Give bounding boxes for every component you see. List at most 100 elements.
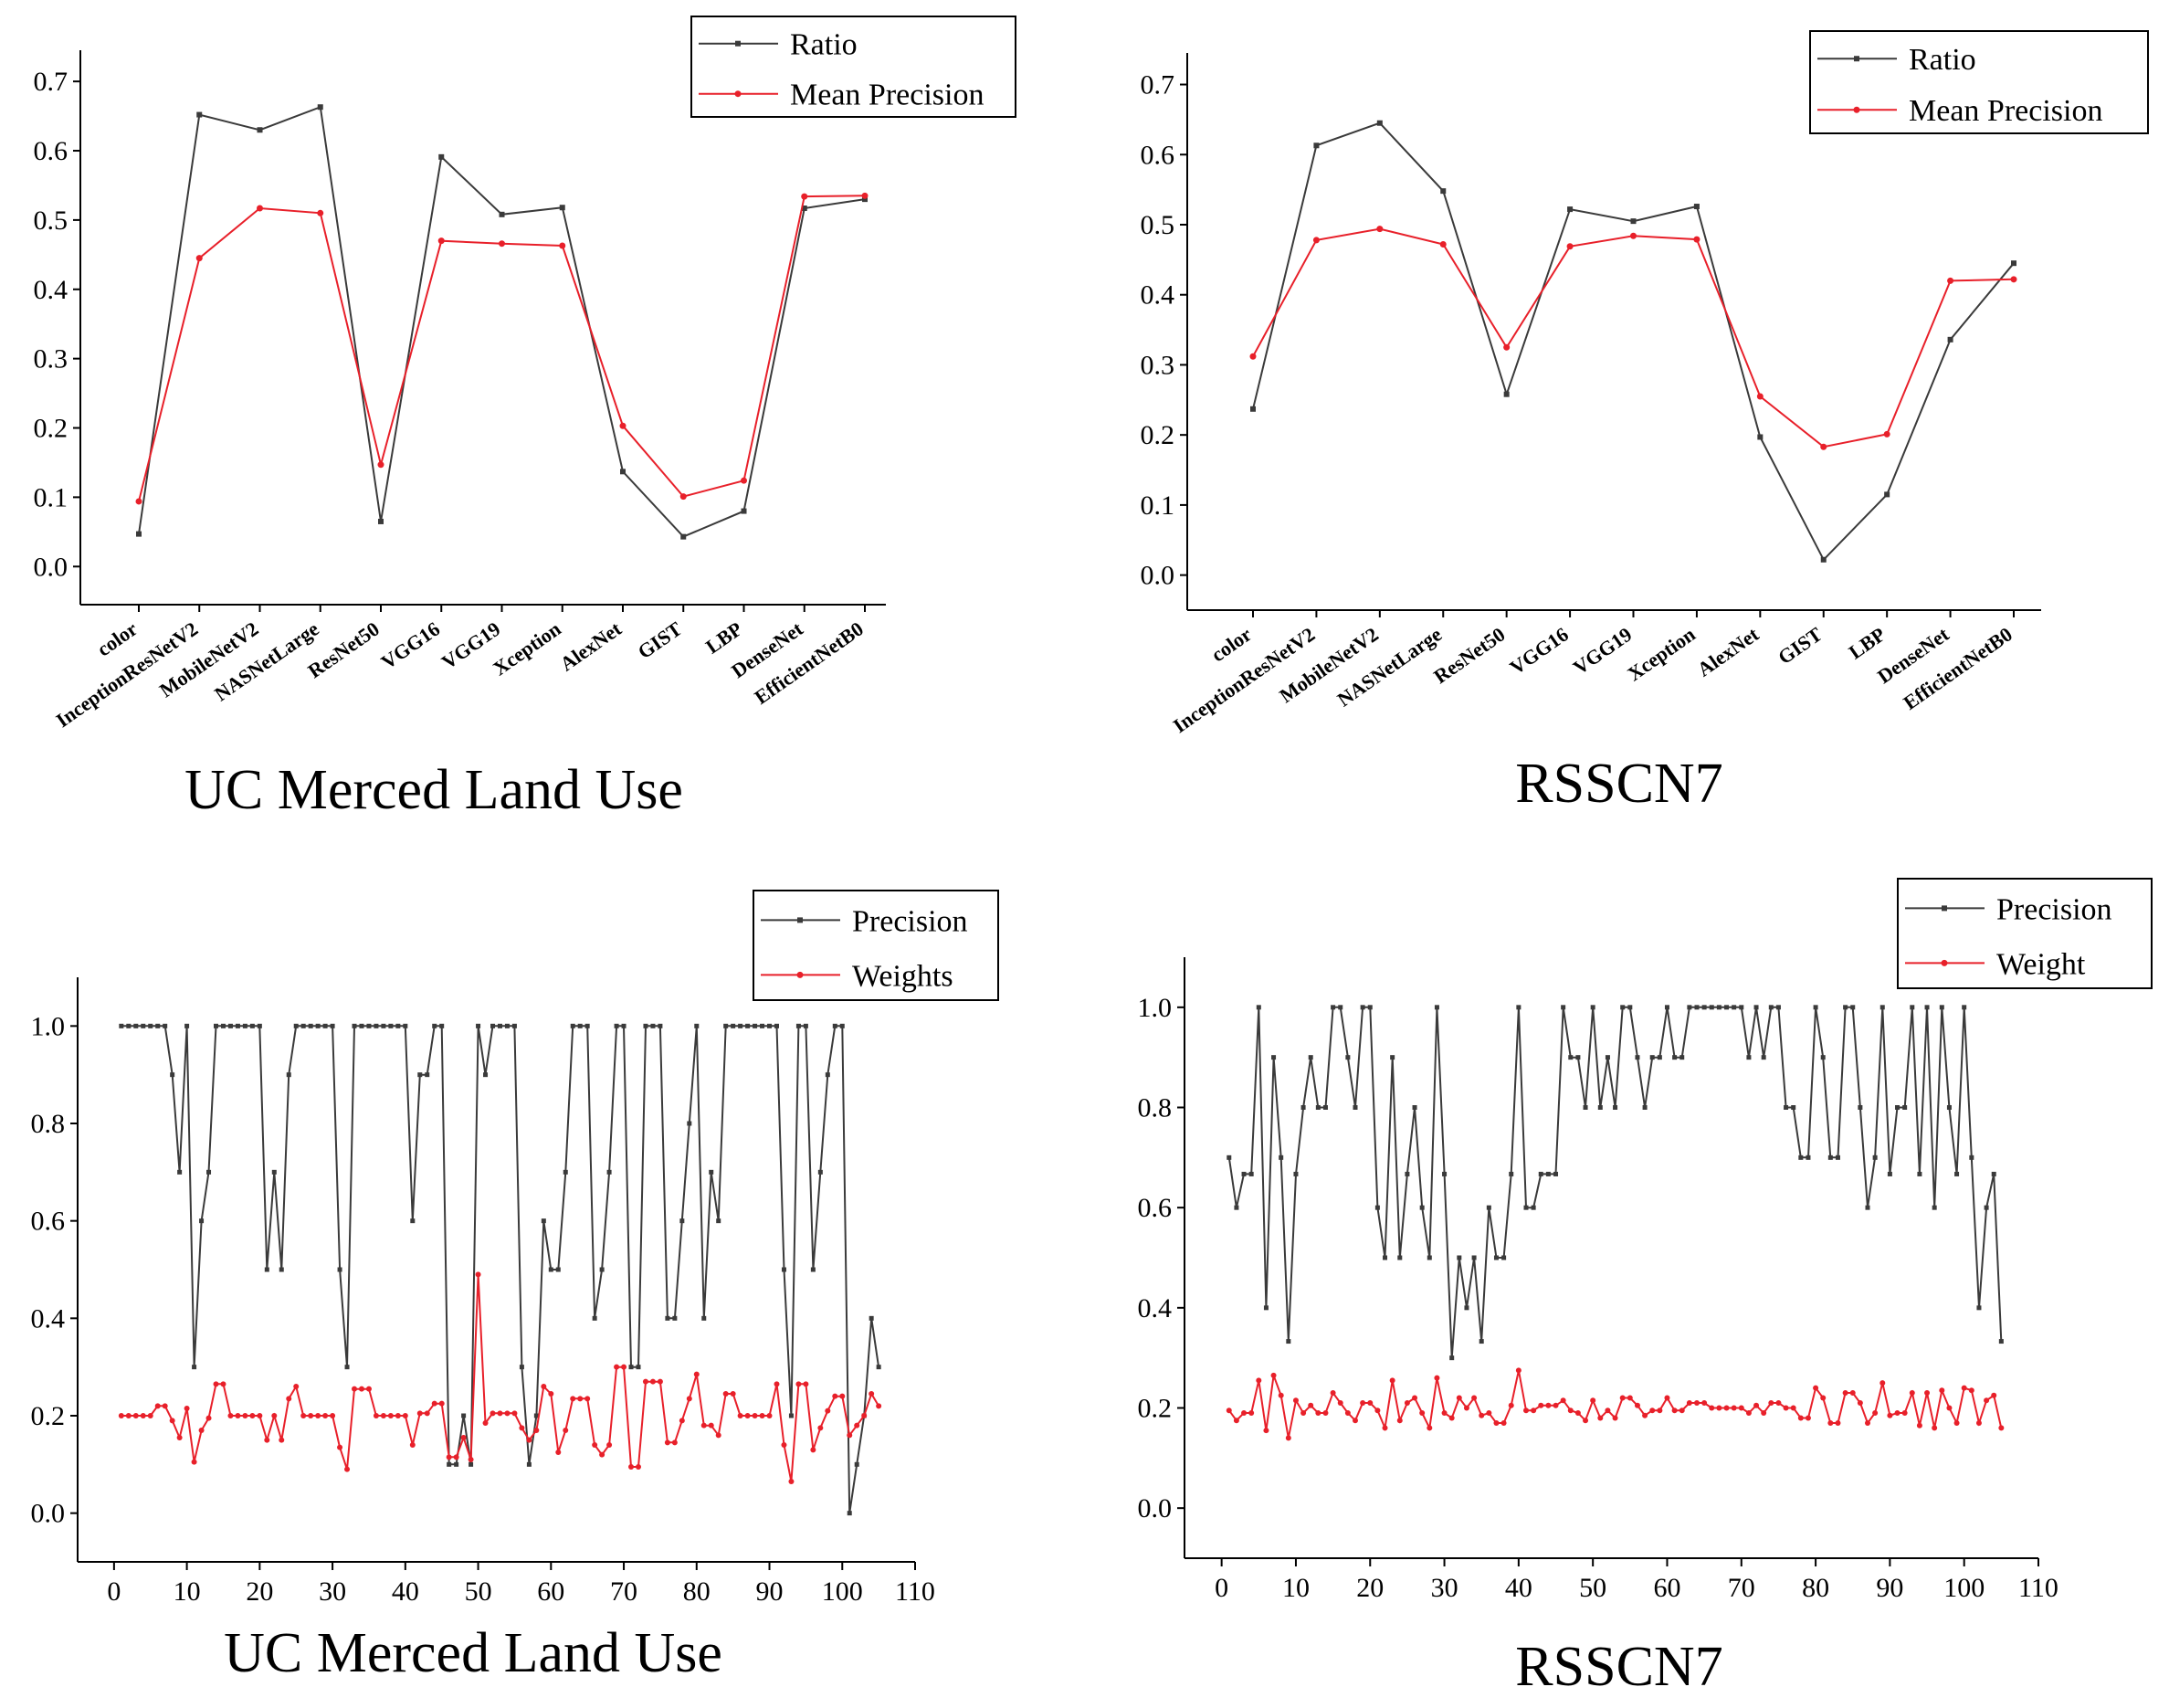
data-point xyxy=(1947,277,1954,284)
data-point xyxy=(817,1425,824,1431)
data-point xyxy=(1256,1377,1262,1384)
y-tick-label: 0.6 xyxy=(1138,1193,1173,1223)
data-point xyxy=(416,1410,423,1417)
data-point xyxy=(1286,1339,1291,1344)
data-point xyxy=(614,1364,620,1370)
data-point xyxy=(1308,1402,1314,1408)
x-tick-label: 50 xyxy=(465,1576,492,1607)
legend-label: Ratio xyxy=(790,28,858,62)
data-point xyxy=(387,1413,394,1418)
data-point xyxy=(220,1381,226,1387)
x-category-label: ResNet50 xyxy=(1429,623,1509,689)
data-point xyxy=(1338,1005,1343,1010)
data-point xyxy=(1263,1305,1269,1311)
data-point xyxy=(1293,1171,1299,1176)
data-point xyxy=(680,533,687,540)
data-point xyxy=(1649,1055,1655,1060)
data-point xyxy=(1503,343,1511,351)
legend-swatch-marker xyxy=(1853,106,1860,113)
data-point xyxy=(650,1023,656,1028)
data-point xyxy=(1813,1385,1819,1391)
data-point xyxy=(679,1418,685,1424)
data-point xyxy=(1493,1255,1499,1260)
x-tick-label: 20 xyxy=(246,1576,273,1607)
data-point xyxy=(1353,1105,1358,1110)
data-point xyxy=(271,1413,278,1418)
data-point xyxy=(1902,1105,1908,1110)
data-point xyxy=(1724,1005,1730,1010)
data-point xyxy=(1227,1154,1232,1160)
data-point xyxy=(1716,1005,1722,1010)
data-point xyxy=(1630,232,1637,239)
data-point xyxy=(1745,1409,1752,1416)
y-tick-label: 0.0 xyxy=(31,1499,66,1529)
data-point xyxy=(731,1023,736,1028)
legend: Ratio Mean Precision xyxy=(690,16,1016,118)
data-point xyxy=(373,1413,379,1418)
data-point xyxy=(1270,1372,1277,1378)
data-point xyxy=(497,1410,503,1417)
data-point xyxy=(1427,1255,1432,1260)
data-point xyxy=(810,1267,816,1272)
data-point xyxy=(1865,1205,1870,1210)
data-point xyxy=(1732,1005,1737,1010)
x-tick-label: 70 xyxy=(1728,1573,1755,1603)
legend-swatch-marker xyxy=(1941,959,1948,966)
data-point xyxy=(1649,1408,1656,1414)
x-category-label: EfficientNetB0 xyxy=(1899,623,2016,714)
data-point xyxy=(460,1435,467,1440)
legend-swatch-marker xyxy=(735,40,741,47)
data-point xyxy=(192,1365,197,1370)
data-point xyxy=(286,1072,291,1078)
data-point xyxy=(395,1023,401,1028)
data-point xyxy=(709,1169,714,1175)
data-point xyxy=(1597,1415,1604,1421)
data-point xyxy=(1234,1205,1239,1210)
data-point xyxy=(584,1396,591,1402)
data-point xyxy=(700,1422,707,1429)
data-point xyxy=(1883,430,1890,438)
data-point xyxy=(766,1413,773,1418)
data-point xyxy=(1442,1171,1448,1176)
data-point xyxy=(1322,1409,1329,1416)
data-point xyxy=(774,1023,779,1028)
series-line xyxy=(121,1274,879,1482)
data-point xyxy=(199,1218,205,1224)
data-point xyxy=(795,1023,801,1028)
data-point xyxy=(1635,1055,1640,1060)
data-point xyxy=(1843,1005,1848,1010)
x-category-label: AlexNet xyxy=(555,617,626,675)
data-point xyxy=(1827,1419,1834,1426)
data-point xyxy=(176,1435,183,1440)
data-point xyxy=(377,461,384,469)
chart-title: RSSCN7 xyxy=(1515,1636,1722,1698)
data-point xyxy=(774,1381,780,1387)
data-point xyxy=(1508,1402,1514,1408)
data-point xyxy=(1850,1005,1856,1010)
data-point xyxy=(1531,1205,1536,1210)
data-point xyxy=(133,1023,139,1028)
data-point xyxy=(184,1406,190,1411)
data-point xyxy=(1865,1419,1870,1426)
chart-panel-4: 0.0 0.2 0.4 0.6 0.8 1.0 0 10 20 30 40 50 60 70 80 90 100… xyxy=(1138,878,2153,1698)
data-point xyxy=(1910,1005,1915,1010)
data-point xyxy=(169,1418,175,1424)
data-point xyxy=(1456,1395,1462,1401)
data-point xyxy=(308,1413,314,1418)
y-tick-label: 0.3 xyxy=(34,344,68,374)
data-point xyxy=(1501,1255,1507,1260)
data-point xyxy=(687,1121,692,1126)
y-tick-label: 0.3 xyxy=(1141,350,1175,380)
data-point xyxy=(1241,1171,1247,1176)
data-point xyxy=(620,469,626,475)
data-point xyxy=(1353,1418,1358,1424)
data-point xyxy=(876,1365,881,1370)
y-tick-label: 0.2 xyxy=(31,1401,66,1431)
data-point xyxy=(570,1023,575,1028)
data-point xyxy=(1516,1005,1521,1010)
data-point xyxy=(861,1413,868,1418)
data-point xyxy=(1887,1171,1892,1176)
data-point xyxy=(1605,1408,1611,1414)
data-point xyxy=(1775,1005,1781,1010)
data-point xyxy=(708,1422,714,1429)
